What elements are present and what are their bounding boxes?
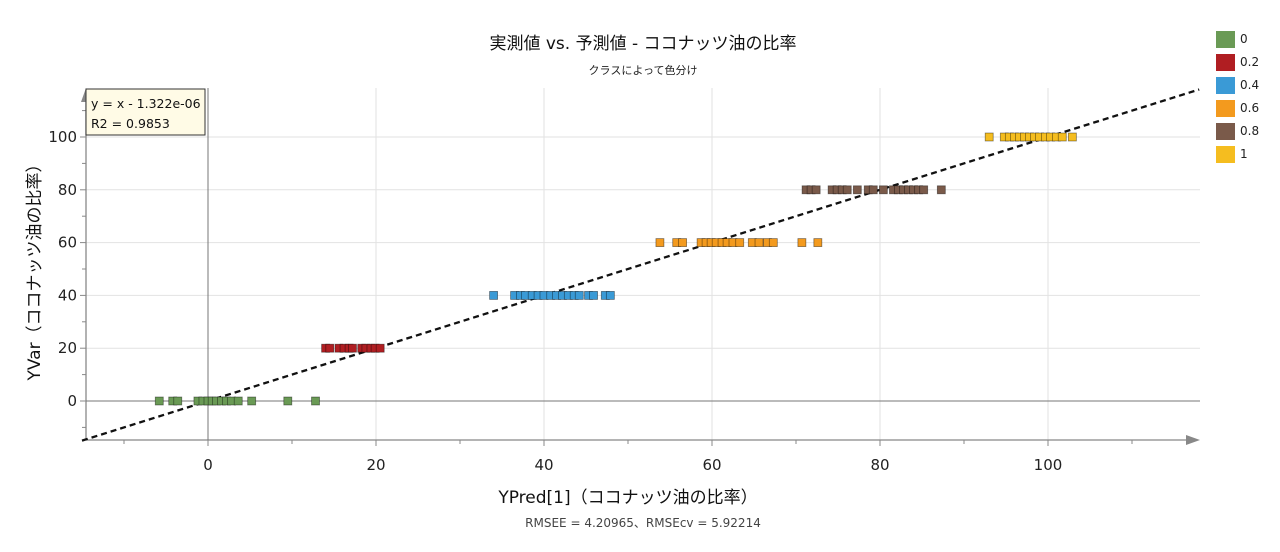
equation-box[interactable]: y = x - 1.322e-06 R2 = 0.9853 (85, 88, 206, 136)
data-point[interactable] (589, 290, 598, 300)
data-point[interactable] (811, 185, 821, 195)
y-tick-label-40: 40 (58, 286, 77, 304)
data-point[interactable] (754, 238, 764, 248)
data-point[interactable] (768, 238, 778, 248)
data-point[interactable] (984, 132, 994, 142)
data-point[interactable] (813, 238, 823, 248)
legend-label-0.6: 0.6 (1240, 101, 1259, 115)
regression-equation: y = x - 1.322e-06 (91, 96, 201, 111)
data-point[interactable] (574, 290, 584, 300)
chart-subtitle: クラスによって色分け (589, 63, 698, 77)
data-point[interactable] (936, 185, 946, 195)
y-tick-label-60: 60 (58, 234, 77, 252)
legend-swatch-0.8[interactable] (1216, 123, 1235, 140)
legend-swatch-0[interactable] (1216, 31, 1235, 48)
data-point[interactable] (868, 185, 878, 195)
y-tick-label-20: 20 (58, 339, 77, 357)
legend-swatch-0.4[interactable] (1216, 77, 1235, 94)
data-point[interactable] (878, 185, 888, 195)
legend: 0 0.2 0.4 0.6 0.8 1 (1216, 31, 1259, 163)
data-point[interactable] (233, 396, 243, 406)
x-tick-label-0: 0 (203, 456, 213, 474)
data-point[interactable] (1057, 132, 1067, 142)
data-point[interactable] (919, 185, 929, 195)
data-point[interactable] (311, 396, 320, 406)
legend-label-0.2: 0.2 (1240, 55, 1259, 69)
regression-line (81, 88, 1200, 442)
data-point[interactable] (283, 396, 293, 406)
legend-label-1: 1 (1240, 147, 1248, 161)
data-point[interactable] (348, 343, 357, 353)
legend-swatch-0.2[interactable] (1216, 54, 1235, 71)
y-tick-label-80: 80 (58, 181, 77, 199)
x-tick-label-80: 80 (870, 456, 889, 474)
data-point[interactable] (842, 185, 852, 195)
y-axis-label: YVar（ココナッツ油の比率） (25, 155, 45, 381)
data-points (154, 132, 1077, 406)
data-point[interactable] (678, 238, 687, 248)
x-tick-label-40: 40 (534, 456, 553, 474)
data-point[interactable] (489, 290, 499, 300)
y-tick-label-0: 0 (67, 392, 77, 410)
data-point[interactable] (173, 396, 183, 406)
data-point[interactable] (325, 343, 335, 353)
x-tick-label-100: 100 (1034, 456, 1063, 474)
data-point[interactable] (852, 185, 862, 195)
legend-label-0: 0 (1240, 32, 1248, 46)
data-point[interactable] (735, 238, 745, 248)
regression-line-group (81, 88, 1200, 442)
y-tick-label-100: 100 (48, 128, 77, 146)
rmse-footer: RMSEE = 4.20965、RMSEcv = 5.92214 (525, 516, 761, 530)
data-point[interactable] (655, 238, 665, 248)
data-point[interactable] (375, 343, 385, 353)
legend-swatch-0.6[interactable] (1216, 100, 1235, 117)
chart-title: 実測値 vs. 予測値 - ココナッツ油の比率 (489, 34, 796, 54)
data-point[interactable] (1067, 132, 1077, 142)
legend-label-0.8: 0.8 (1240, 124, 1259, 138)
legend-swatch-1[interactable] (1216, 146, 1235, 163)
tick-labels: 0 20 40 60 80 100 0 20 40 60 80 100 (48, 128, 1062, 474)
x-tick-label-60: 60 (702, 456, 721, 474)
regression-r2: R2 = 0.9853 (91, 116, 170, 131)
data-point[interactable] (797, 238, 807, 248)
x-axis-label: YPred[1]（ココナッツ油の比率） (497, 488, 757, 508)
x-tick-label-20: 20 (366, 456, 385, 474)
legend-label-0.4: 0.4 (1240, 78, 1259, 92)
data-point[interactable] (154, 396, 164, 406)
data-point[interactable] (605, 290, 615, 300)
data-point[interactable] (247, 396, 257, 406)
x-axis-arrow (1186, 435, 1200, 445)
